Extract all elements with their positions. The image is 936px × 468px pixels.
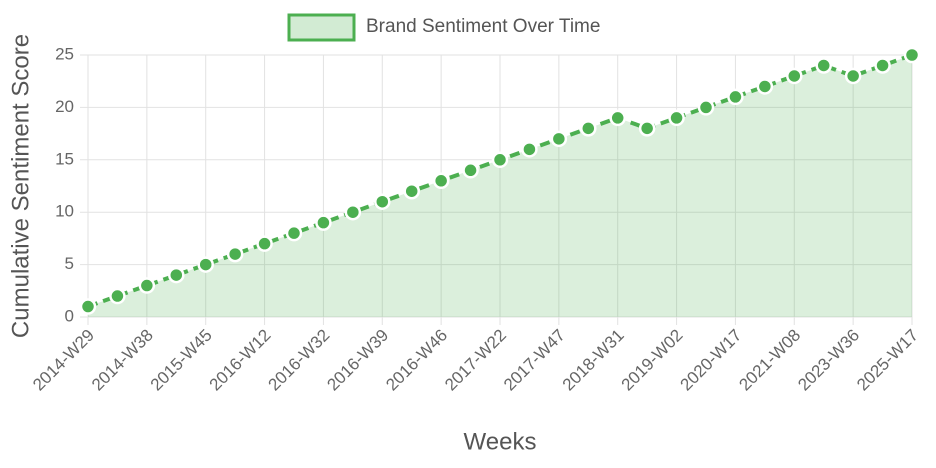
- x-tick-label: 2021-W08: [735, 326, 804, 395]
- x-tick-label: 2023-W36: [794, 326, 863, 395]
- x-tick-label: 2025-W17: [853, 326, 922, 395]
- y-tick-label: 25: [55, 44, 74, 63]
- y-tick-label: 15: [55, 149, 74, 168]
- point: [79, 298, 97, 315]
- x-tick-label: 2019-W02: [618, 326, 687, 395]
- point: [168, 266, 185, 284]
- point: [550, 130, 568, 148]
- x-tick-label: 2017-W47: [500, 326, 569, 395]
- point: [580, 120, 597, 137]
- y-tick-label: 20: [55, 97, 74, 116]
- point: [109, 287, 126, 305]
- point: [844, 67, 862, 85]
- point: [638, 120, 656, 137]
- x-tick-label: 2014-W29: [29, 326, 98, 395]
- point: [344, 203, 362, 221]
- y-tick-label: 10: [55, 202, 74, 221]
- point: [815, 57, 832, 74]
- point: [138, 277, 156, 294]
- legend-label: Brand Sentiment Over Time: [366, 16, 600, 37]
- point: [903, 46, 921, 64]
- point: [491, 151, 509, 169]
- x-tick-label: 2018-W31: [559, 326, 628, 395]
- point: [756, 78, 774, 95]
- point: [609, 109, 626, 127]
- x-tick-label: 2016-W12: [206, 326, 275, 395]
- point: [462, 162, 479, 179]
- point: [403, 182, 420, 200]
- point: [197, 256, 214, 273]
- x-tick-label: 2017-W22: [441, 326, 510, 395]
- point: [668, 109, 685, 127]
- x-tick-label: 2016-W32: [265, 326, 334, 395]
- point: [226, 245, 244, 263]
- x-axis-title: Weeks: [464, 428, 537, 455]
- point: [315, 214, 332, 231]
- point: [874, 57, 891, 74]
- x-tick-label: 2016-W46: [382, 326, 451, 395]
- point: [727, 88, 744, 106]
- area: [88, 55, 912, 317]
- y-axis-title: Cumulative Sentiment Score: [7, 34, 34, 338]
- point: [697, 99, 715, 116]
- point: [432, 172, 450, 190]
- point: [285, 224, 303, 242]
- y-tick-label: 0: [65, 306, 74, 325]
- x-tick-label: 2015-W45: [147, 326, 216, 395]
- y-tick-label: 5: [65, 254, 74, 273]
- point: [256, 235, 273, 252]
- point: [521, 141, 538, 158]
- x-tick-label: 2014-W38: [88, 326, 157, 395]
- x-tick-label: 2016-W39: [323, 326, 392, 395]
- point: [786, 67, 803, 85]
- x-tick-label: 2020-W17: [677, 326, 746, 395]
- legend-swatch: [287, 13, 356, 42]
- point: [374, 193, 391, 210]
